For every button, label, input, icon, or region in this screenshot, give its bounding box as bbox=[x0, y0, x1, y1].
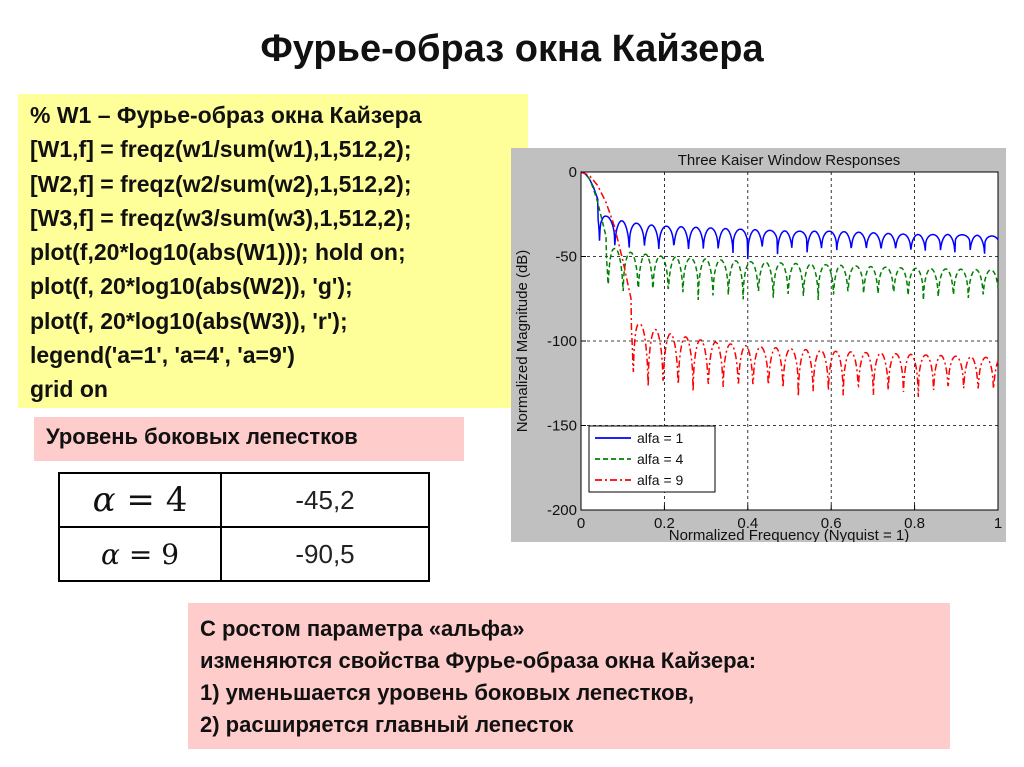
code-line-plot-w3: plot(f, 20*log10(abs(W3)), 'r'); bbox=[30, 307, 348, 334]
summary-line-intro: С ростом параметра «альфа» bbox=[200, 616, 525, 641]
table-row: α = 9 -90,5 bbox=[58, 526, 430, 582]
alpha-symbol: α bbox=[92, 480, 116, 520]
summary-line-sidelobe: 1) уменьшается уровень боковых лепестков… bbox=[200, 680, 695, 705]
axes: 0 0.2 0.4 0.6 0.8 1 0 -50 -100 -150 -200 bbox=[547, 164, 1002, 532]
code-line-freqz-w1: [W1,f] = freqz(w1/sum(w1),1,512,2); bbox=[30, 136, 412, 163]
alpha-symbol: α bbox=[100, 537, 120, 571]
code-line-grid: grid on bbox=[30, 376, 108, 403]
matlab-code-block: % W1 – Фурье-образ окна Кайзера [W1,f] =… bbox=[18, 94, 528, 408]
sidelobe-table: α = 4 -45,2 α = 9 -90,5 bbox=[58, 472, 430, 582]
x-tick-label: 0 bbox=[577, 515, 585, 532]
legend-box bbox=[588, 425, 716, 493]
y-tick-label: 0 bbox=[569, 164, 577, 181]
x-tick-label: 0.6 bbox=[821, 515, 842, 532]
code-line-plot-w1: plot(f,20*log10(abs(W1))); hold on; bbox=[30, 239, 406, 266]
code-line-legend: legend('a=1', 'a=4', 'a=9') bbox=[30, 342, 295, 369]
series-line-1 bbox=[580, 171, 999, 260]
alpha-value: 4 bbox=[165, 480, 188, 520]
x-tick-label: 0.8 bbox=[904, 515, 925, 532]
series-lines bbox=[580, 171, 999, 398]
alpha-cell: α = 9 bbox=[58, 526, 222, 582]
equals-sign: = bbox=[128, 537, 153, 571]
legend: alfa = 1 alfa = 4 alfa = 9 bbox=[588, 425, 716, 493]
code-line-freqz-w3: [W3,f] = freqz(w3/sum(w3),1,512,2); bbox=[30, 204, 412, 231]
kaiser-response-chart-panel: 0 0.2 0.4 0.6 0.8 1 0 -50 -100 -150 -200 Three Kai… bbox=[511, 148, 1006, 542]
grid-lines bbox=[581, 172, 998, 510]
code-line-freqz-w2: [W2,f] = freqz(w2/sum(w2),1,512,2); bbox=[30, 170, 412, 197]
legend-entry-label: alfa = 9 bbox=[637, 472, 684, 488]
kaiser-response-chart: 0 0.2 0.4 0.6 0.8 1 0 -50 -100 -150 -200 Three Kai… bbox=[514, 152, 1002, 542]
summary-box: С ростом параметра «альфа» изменяются св… bbox=[188, 603, 950, 749]
code-line-plot-w2: plot(f, 20*log10(abs(W2)), 'g'); bbox=[30, 273, 353, 300]
y-tick-label: -100 bbox=[547, 333, 577, 350]
summary-line-mainlobe: 2) расширяется главный лепесток bbox=[200, 712, 574, 737]
slide-title: Фурье-образ окна Кайзера bbox=[260, 28, 764, 70]
y-tick-label: -50 bbox=[555, 249, 577, 266]
x-tick-label: 0.2 bbox=[654, 515, 675, 532]
code-line-comment: % W1 – Фурье-образ окна Кайзера bbox=[30, 102, 422, 128]
y-tick-label: -200 bbox=[547, 502, 577, 519]
x-axis-label: Normalized Frequency (Nyquist = 1) bbox=[669, 527, 910, 542]
alpha-cell: α = 4 bbox=[58, 472, 222, 528]
sidelobe-level-value: -45,2 bbox=[220, 472, 430, 528]
summary-line-properties: изменяются свойства Фурье-образа окна Ка… bbox=[200, 648, 757, 673]
sidelobe-level-label: Уровень боковых лепестков bbox=[34, 417, 464, 461]
series-line-2 bbox=[580, 171, 999, 301]
sidelobe-level-value: -90,5 bbox=[220, 526, 430, 582]
table-row: α = 4 -45,2 bbox=[58, 472, 430, 528]
x-tick-label: 1 bbox=[994, 515, 1002, 532]
alpha-value: 9 bbox=[161, 537, 180, 571]
y-tick-label: -150 bbox=[547, 418, 577, 435]
equals-sign: = bbox=[126, 480, 155, 520]
y-axis-label: Normalized Magnitude (dB) bbox=[514, 250, 531, 433]
legend-entry-label: alfa = 4 bbox=[637, 451, 684, 467]
chart-title: Three Kaiser Window Responses bbox=[678, 152, 901, 169]
x-tick-label: 0.4 bbox=[737, 515, 758, 532]
legend-entry-label: alfa = 1 bbox=[637, 430, 684, 446]
